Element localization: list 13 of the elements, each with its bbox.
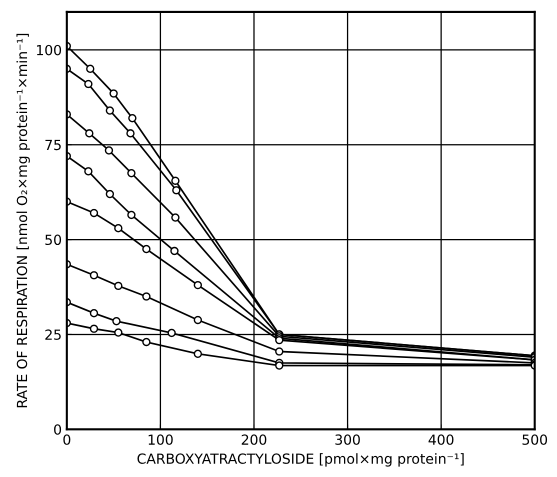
x-tick-label: 0 — [63, 434, 70, 445]
x-axis-title: CARBOXYATRACTYLOSIDE [pmol×mg protein⁻¹] — [137, 453, 464, 467]
y-tick-label: 100 — [36, 44, 62, 56]
y-axis-title: RATE OF RESPIRATION [nmol O₂×mg protein⁻¹×min⁻¹] — [16, 34, 30, 408]
y-tick-label: 50 — [45, 234, 62, 246]
x-tick-label: 100 — [148, 434, 173, 445]
x-tick-label: 500 — [522, 434, 548, 445]
x-tick-label: 300 — [335, 434, 360, 445]
y-tick-label: 75 — [45, 140, 61, 150]
x-tick-label: 400 — [428, 434, 454, 445]
y-tick-label: 0 — [54, 424, 62, 435]
x-tick-label: 200 — [242, 434, 266, 445]
y-tick-label: 25 — [45, 329, 61, 340]
